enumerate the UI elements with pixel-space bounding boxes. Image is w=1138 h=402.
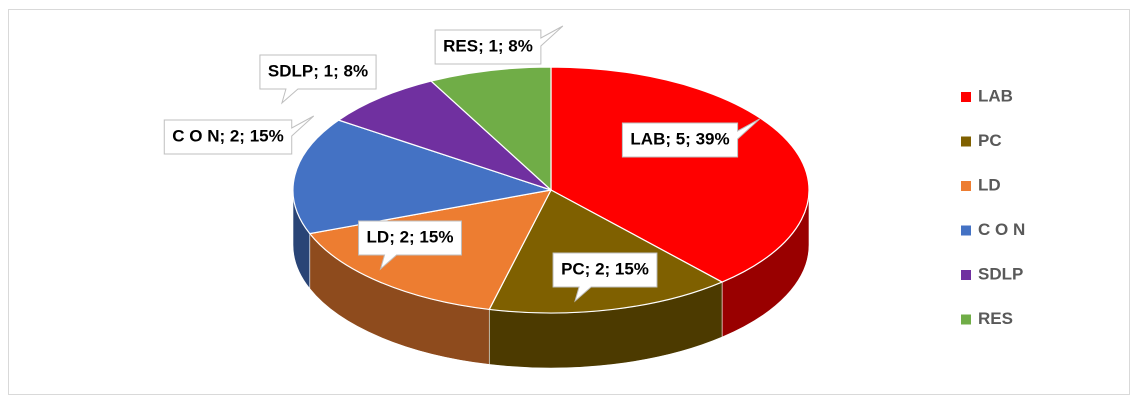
label-box [434, 25, 564, 65]
slice [550, 66, 810, 283]
data-label-text: PC; 2; 15% [561, 259, 649, 278]
label-box [552, 252, 658, 303]
legend-marker [961, 270, 971, 280]
label-box [259, 54, 377, 105]
legend-marker [961, 181, 971, 191]
data-label: LAB; 5; 39% [621, 118, 760, 158]
legend-marker [961, 92, 971, 102]
label-box [621, 118, 760, 158]
data-label-text: LAB; 5; 39% [630, 129, 729, 148]
label-box [358, 220, 462, 271]
legend-marker [961, 314, 971, 325]
data-label: PC; 2; 15% [552, 252, 658, 303]
data-label-text: C O N; 2; 15% [172, 126, 283, 145]
legend-label: LAB [978, 86, 1013, 105]
legend-label: LD [978, 175, 1001, 194]
data-label-text: LD; 2; 15% [367, 227, 454, 246]
data-label: SDLP; 1; 8% [259, 54, 377, 105]
legend-label: SDLP [978, 264, 1023, 283]
data-label: RES; 1; 8% [434, 25, 564, 65]
legend-label: C O N [978, 220, 1025, 239]
data-label: LD; 2; 15% [358, 220, 462, 271]
label-box [163, 115, 315, 155]
legend-label: RES [978, 309, 1013, 328]
slice [488, 189, 724, 314]
legend-marker [961, 225, 971, 236]
legend-label: PC [978, 131, 1002, 150]
data-label-text: SDLP; 1; 8% [268, 61, 368, 80]
slice [292, 119, 552, 235]
slice [337, 80, 552, 191]
data-label-text: RES; 1; 8% [443, 36, 533, 55]
data-label: C O N; 2; 15% [163, 115, 315, 155]
slice [429, 66, 552, 192]
legend-marker [961, 136, 971, 147]
